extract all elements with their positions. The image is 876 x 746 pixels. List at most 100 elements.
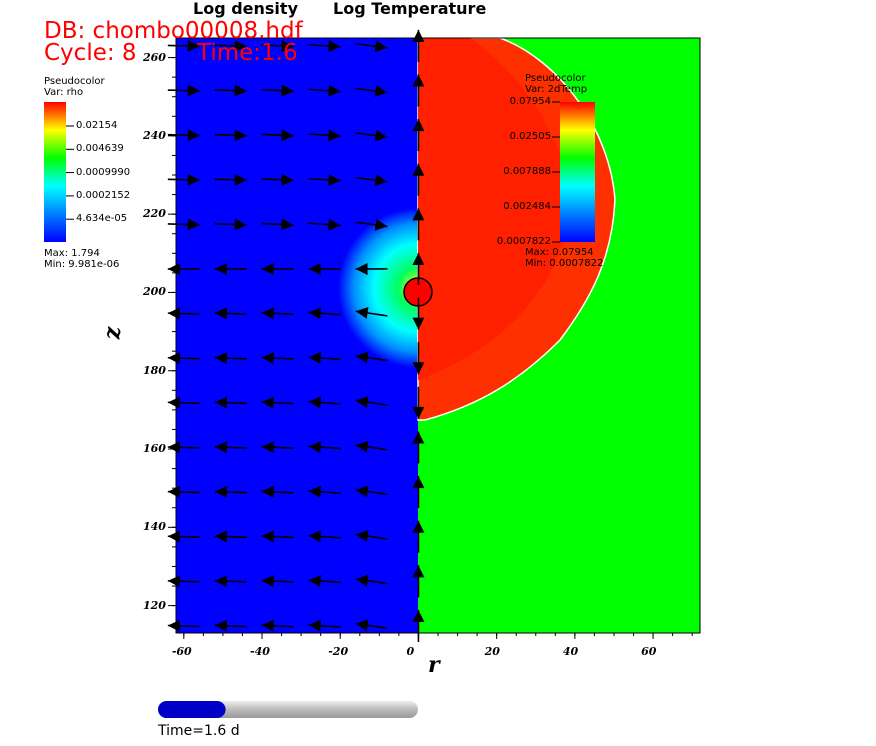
velocity-arrow xyxy=(308,262,341,275)
velocity-arrow xyxy=(308,307,341,320)
velocity-arrow xyxy=(412,476,425,509)
velocity-arrow xyxy=(261,307,294,320)
y-tick-label: 120 xyxy=(143,598,166,612)
velocity-arrow xyxy=(167,530,200,543)
velocity-arrow xyxy=(214,39,247,52)
velocity-arrow xyxy=(412,29,425,62)
temp-legend-var: Var: 2dTemp xyxy=(525,84,588,95)
velocity-arrow xyxy=(355,129,388,142)
velocity-arrow xyxy=(261,40,294,53)
velocity-arrow xyxy=(167,441,200,454)
rho-legend-var: Var: rho xyxy=(44,87,84,98)
velocity-arrow xyxy=(355,218,388,231)
cycle-label: Cycle: 8 xyxy=(44,40,137,66)
time-slider-fill xyxy=(158,701,226,718)
velocity-arrow xyxy=(355,174,388,187)
y-tick-label: 160 xyxy=(143,442,166,456)
title-temperature: Log Temperature xyxy=(333,0,487,18)
velocity-arrow xyxy=(412,431,425,464)
velocity-arrow xyxy=(412,342,425,375)
velocity-arrow xyxy=(261,575,294,588)
temp-legend-tick: 0.07954 xyxy=(509,96,551,107)
velocity-arrow xyxy=(412,297,425,330)
velocity-arrow xyxy=(261,619,294,632)
velocity-arrow xyxy=(167,485,200,498)
velocity-arrow xyxy=(214,396,247,409)
x-axis-label: r xyxy=(428,652,440,678)
velocity-arrow xyxy=(214,307,247,320)
temp-legend-tick: 0.02505 xyxy=(509,131,551,142)
velocity-arrow xyxy=(308,441,341,454)
velocity-arrow xyxy=(412,208,425,241)
velocity-arrow xyxy=(167,129,200,142)
temp-legend-tick: 0.002484 xyxy=(503,201,551,212)
rho-colorbar xyxy=(44,102,66,242)
velocity-arrow xyxy=(214,218,247,231)
velocity-arrow xyxy=(214,84,247,97)
velocity-arrow xyxy=(261,129,294,142)
velocity-arrow xyxy=(261,173,294,186)
velocity-arrow xyxy=(261,262,294,275)
x-tick-label: -60 xyxy=(171,645,192,658)
velocity-arrow xyxy=(167,173,200,186)
rho-legend-min: Min: 9.981e-06 xyxy=(44,259,120,270)
rho-legend-max: Max: 1.794 xyxy=(44,248,100,259)
velocity-arrow xyxy=(308,173,341,186)
velocity-arrow xyxy=(261,352,294,365)
velocity-arrow xyxy=(355,574,388,587)
velocity-arrow xyxy=(167,262,200,275)
velocity-arrow xyxy=(355,619,388,632)
velocity-arrow xyxy=(214,352,247,365)
velocity-arrow xyxy=(261,84,294,97)
temp-legend-max: Max: 0.07954 xyxy=(525,247,594,258)
velocity-arrow xyxy=(308,396,341,409)
velocity-arrow xyxy=(355,440,388,453)
y-tick-label: 180 xyxy=(143,363,166,377)
rho-legend-tick: 4.634e-05 xyxy=(76,213,128,225)
velocity-arrow xyxy=(412,386,425,419)
velocity-arrow xyxy=(355,530,388,543)
x-tick-label: 40 xyxy=(562,645,579,658)
velocity-arrow xyxy=(214,619,247,632)
y-tick-label: 240 xyxy=(143,128,166,142)
density-core xyxy=(318,200,418,400)
velocity-arrow xyxy=(261,396,294,409)
x-tick-label: 60 xyxy=(641,645,657,658)
velocity-arrow xyxy=(412,163,425,196)
velocity-arrow xyxy=(167,575,200,588)
title-density: Log density xyxy=(193,0,298,18)
db-label: DB: chombo00008.hdf xyxy=(44,18,303,44)
velocity-arrow xyxy=(355,40,388,53)
rho-legend-tick: 0.004639 xyxy=(76,143,124,155)
temp-legend-title: Pseudocolor xyxy=(525,73,586,84)
x-tick-label: -20 xyxy=(328,645,349,658)
rho-legend-title: Pseudocolor xyxy=(44,76,105,87)
velocity-arrow xyxy=(167,396,200,409)
velocity-arrow xyxy=(167,218,200,231)
y-tick-label: 200 xyxy=(143,285,166,299)
y-axis-label: z xyxy=(99,326,126,340)
x-tick-label: -40 xyxy=(250,645,270,658)
time-slider-label: Time=1.6 d xyxy=(158,723,240,739)
rho-legend-tick: 0.02154 xyxy=(76,120,118,131)
velocity-arrow xyxy=(214,173,247,186)
velocity-arrow xyxy=(167,352,200,365)
velocity-arrow xyxy=(214,485,247,498)
velocity-arrow xyxy=(261,530,294,543)
temp-colorbar xyxy=(560,102,595,242)
velocity-arrow xyxy=(308,575,341,588)
x-tick-label: 0 xyxy=(406,645,415,658)
velocity-arrow xyxy=(214,262,247,275)
velocity-arrow xyxy=(261,485,294,498)
y-tick-label: 260 xyxy=(143,50,166,64)
velocity-arrow xyxy=(412,119,425,152)
velocity-arrow xyxy=(308,485,341,498)
time-label: Time:1.6 xyxy=(197,40,298,66)
velocity-arrow xyxy=(167,84,200,97)
velocity-arrow xyxy=(167,307,200,320)
velocity-arrow xyxy=(261,441,294,454)
velocity-arrow xyxy=(308,619,341,632)
y-tick-label: 140 xyxy=(143,520,166,534)
velocity-arrow xyxy=(355,485,388,498)
